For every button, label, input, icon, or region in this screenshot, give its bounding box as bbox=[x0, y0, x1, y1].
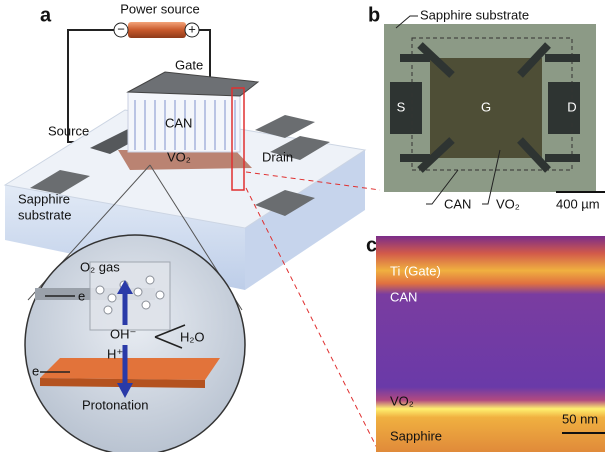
ti-label: Ti (Gate) bbox=[390, 263, 441, 278]
h-plus-label: H⁺ bbox=[107, 346, 123, 361]
drain-label: D bbox=[567, 99, 576, 114]
drain-label: Drain bbox=[262, 149, 293, 164]
can-label: CAN bbox=[390, 289, 417, 304]
panel-label: a bbox=[40, 4, 52, 26]
sapphire-label: Sapphire bbox=[390, 428, 442, 443]
protonation-label: Protonation bbox=[82, 397, 149, 412]
power-source-label: Power source bbox=[120, 1, 199, 16]
figure: a − + Power source Gate Source CAN VO₂ D… bbox=[0, 0, 605, 452]
bubble bbox=[134, 288, 142, 296]
oh-label: OH⁻ bbox=[110, 326, 136, 341]
can-label: CAN bbox=[444, 196, 471, 211]
substrate-label: Sapphire bbox=[18, 191, 70, 206]
panel-c: c Ti (Gate) CAN VO₂ Sapphire 50 nm bbox=[366, 234, 605, 452]
h2o-label: H₂O bbox=[180, 329, 205, 344]
minus-sign: − bbox=[117, 21, 125, 36]
electron-label: e bbox=[78, 288, 85, 303]
source-label: S bbox=[397, 99, 406, 114]
substrate-label: substrate bbox=[18, 207, 71, 222]
panel-a: a − + Power source Gate Source CAN VO₂ D… bbox=[5, 1, 365, 452]
panel-label: c bbox=[366, 234, 377, 256]
vo2-label: VO₂ bbox=[496, 196, 520, 211]
source-pad bbox=[390, 82, 422, 134]
scale-label: 50 nm bbox=[562, 411, 598, 426]
electron-label: e bbox=[32, 363, 39, 378]
scale-label: 400 µm bbox=[556, 196, 600, 211]
can-label: CAN bbox=[165, 115, 192, 130]
bubble bbox=[156, 291, 164, 299]
o2-label: O₂ gas bbox=[80, 259, 120, 274]
panel-label: b bbox=[368, 4, 380, 26]
gate-label: G bbox=[481, 99, 491, 114]
battery bbox=[128, 22, 186, 38]
bubble bbox=[104, 306, 112, 314]
vo2-label: VO₂ bbox=[390, 393, 414, 408]
bubble bbox=[142, 301, 150, 309]
substrate-label: Sapphire substrate bbox=[420, 7, 529, 22]
gate-label: Gate bbox=[175, 57, 203, 72]
gate-electrode bbox=[128, 72, 258, 96]
plus-sign: + bbox=[188, 21, 196, 36]
source-label: Source bbox=[48, 123, 89, 138]
protonation-slab bbox=[40, 358, 220, 380]
bubble bbox=[108, 294, 116, 302]
panel-b: b Sapphire substrate S G D CAN VO₂ 400 µ… bbox=[368, 4, 605, 211]
bubble bbox=[146, 276, 154, 284]
vo2-label: VO₂ bbox=[167, 149, 191, 164]
bubble bbox=[96, 286, 104, 294]
